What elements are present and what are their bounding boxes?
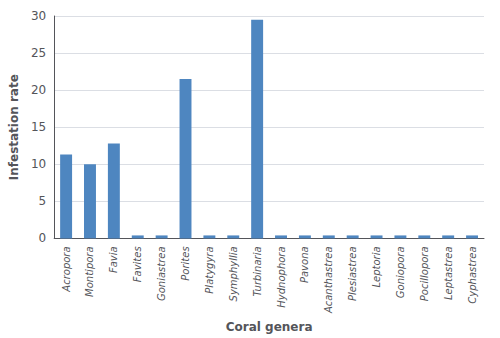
svg-text:0: 0: [39, 231, 47, 245]
svg-text:30: 30: [31, 9, 46, 23]
svg-text:Pocillopora: Pocillopora: [419, 246, 430, 301]
svg-text:Goniastrea: Goniastrea: [156, 246, 167, 301]
svg-text:Montipora: Montipora: [84, 246, 95, 297]
svg-text:Hydnophora: Hydnophora: [276, 246, 287, 307]
svg-text:Goniopora: Goniopora: [395, 246, 406, 298]
svg-text:Acanthastrea: Acanthastrea: [323, 246, 334, 314]
svg-text:5: 5: [39, 194, 47, 208]
svg-text:Acropora: Acropora: [61, 246, 72, 292]
svg-text:Leptastrea: Leptastrea: [443, 246, 454, 300]
svg-text:Turbinaria: Turbinaria: [252, 246, 263, 296]
svg-text:20: 20: [31, 83, 46, 97]
svg-text:Coral genera: Coral genera: [226, 320, 313, 334]
svg-text:Cyphastrea: Cyphastrea: [467, 246, 478, 303]
svg-text:Infestation rate: Infestation rate: [7, 74, 21, 180]
svg-text:Pavona: Pavona: [299, 246, 310, 283]
svg-text:Platygyra: Platygyra: [204, 246, 215, 293]
svg-text:Favites: Favites: [132, 246, 143, 282]
svg-text:15: 15: [31, 120, 46, 134]
svg-text:Symphyllia: Symphyllia: [228, 246, 239, 301]
svg-text:Favia: Favia: [108, 246, 119, 273]
svg-text:Leptoria: Leptoria: [371, 246, 382, 287]
svg-text:10: 10: [31, 157, 46, 171]
svg-text:Porites: Porites: [180, 246, 191, 280]
svg-text:25: 25: [31, 46, 46, 60]
svg-text:Plesiastrea: Plesiastrea: [347, 246, 358, 301]
